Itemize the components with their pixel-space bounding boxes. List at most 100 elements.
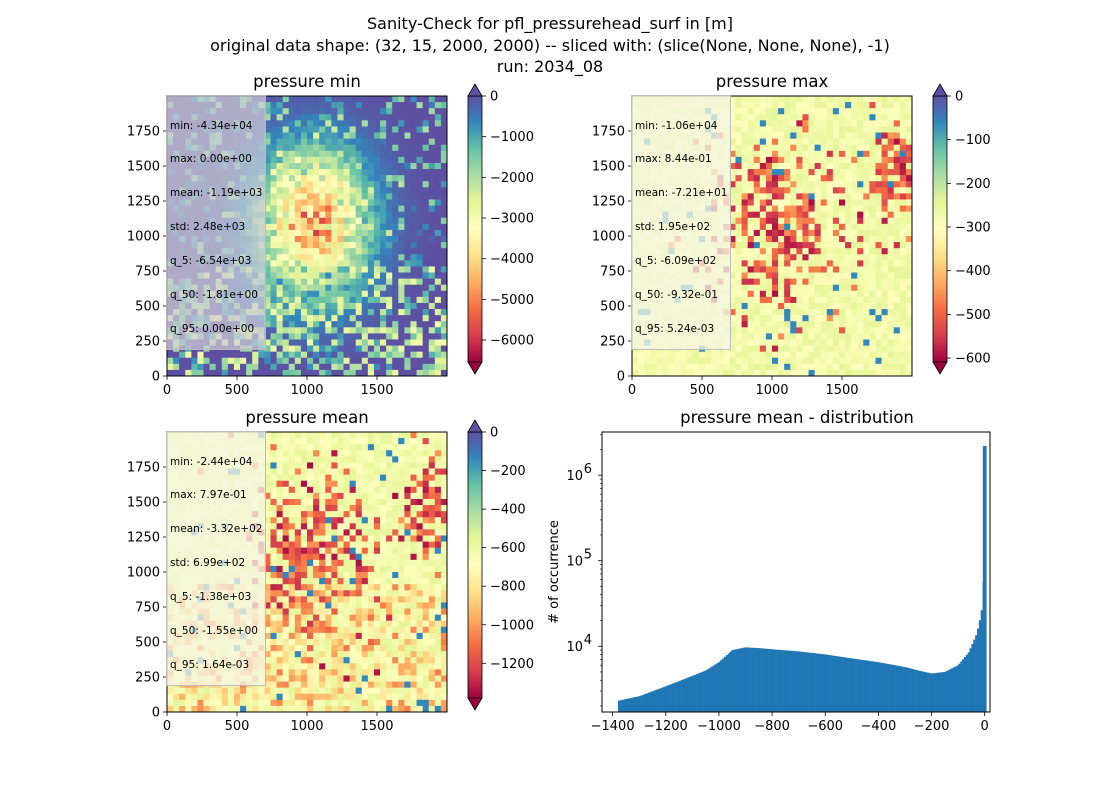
histogram-bar: [647, 692, 650, 712]
histogram-bar: [978, 620, 981, 712]
histogram-bar: [718, 661, 721, 712]
histogram-bar: [679, 680, 682, 712]
x-tick-label: 0: [163, 383, 171, 398]
histogram-bar: [904, 667, 907, 712]
histogram-bar: [885, 663, 888, 712]
colorbar: [932, 95, 948, 363]
x-tick-label: 1500: [360, 719, 393, 734]
histogram-bar: [824, 654, 827, 712]
histogram-bar: [902, 666, 905, 712]
histogram-bar: [751, 647, 755, 712]
x-tick-label: −200: [914, 719, 950, 734]
histogram-bar: [763, 648, 766, 712]
histogram-bar: [876, 662, 879, 712]
histogram-bar: [764, 648, 768, 712]
colorbar-extend-min-arrow: [467, 697, 483, 711]
histogram-bar: [681, 679, 684, 712]
histogram-bar: [759, 648, 762, 712]
histogram-bar: [729, 651, 732, 712]
stat-line: q_50: -9.32e-01: [635, 289, 718, 302]
histogram-bar: [984, 445, 987, 712]
histogram-bar: [807, 652, 810, 712]
colorbar-tick-label: −600: [490, 541, 526, 556]
colorbar-tick-label: −400: [955, 264, 991, 279]
histogram-bar: [863, 660, 866, 712]
histogram-bar: [965, 654, 968, 712]
y-tick-label: 250: [600, 335, 625, 350]
x-tick-label: 0: [981, 719, 989, 734]
histogram-bar: [960, 661, 963, 712]
histogram-bar: [655, 689, 658, 712]
histogram-bar: [705, 670, 708, 712]
histogram-bar: [785, 650, 788, 712]
x-tick-label: 1000: [290, 383, 323, 398]
histogram-bar: [856, 659, 859, 712]
histogram-bar: [733, 649, 736, 712]
colorbar-tick-label: −500: [955, 308, 991, 323]
y-tick-label-base: 10: [566, 640, 583, 655]
histogram-bar: [937, 672, 941, 712]
histogram-bar: [923, 671, 926, 712]
histogram-bar: [696, 673, 699, 712]
histogram-bar: [755, 647, 758, 712]
histogram-bar: [768, 649, 771, 712]
histogram-bar: [811, 652, 814, 712]
histogram-bar: [686, 677, 689, 712]
histogram-bar: [636, 696, 639, 712]
histogram-bar: [742, 647, 745, 712]
x-tick-label: 1500: [825, 383, 858, 398]
histogram-bar: [963, 656, 967, 712]
x-tick-label: 0: [163, 719, 171, 734]
stat-line: q_95: 5.24e-03: [635, 322, 715, 335]
colorbar-extend-min-arrow: [467, 361, 483, 375]
y-tick-label: 0: [617, 370, 625, 385]
histogram-bar: [911, 669, 915, 712]
histogram-bar: [617, 700, 621, 712]
histogram-bar: [632, 697, 635, 712]
histogram-bar: [919, 670, 922, 712]
colorbar-tick-label: −800: [490, 580, 526, 595]
histogram-bar: [735, 649, 738, 712]
stat-line: std: 1.95e+02: [635, 221, 711, 234]
histogram-bar: [880, 662, 883, 712]
histogram-bar: [805, 652, 808, 712]
histogram-bar: [668, 684, 671, 712]
histogram-bar: [643, 694, 647, 712]
histogram-bar: [692, 675, 695, 712]
y-tick-label: 1500: [127, 496, 160, 511]
histogram-bar: [671, 683, 675, 712]
histogram-bar: [887, 664, 890, 712]
histogram-bar: [738, 648, 742, 712]
histogram-bar: [725, 655, 728, 712]
histogram-bar: [969, 648, 972, 712]
histogram-bar: [915, 670, 918, 712]
histogram-bar: [816, 653, 820, 712]
histogram-bar: [638, 696, 641, 712]
histogram-bar: [640, 695, 643, 712]
x-tick-label: −800: [754, 719, 790, 734]
histogram-bar: [709, 667, 712, 712]
histogram-bar: [625, 698, 628, 712]
histogram-bar: [859, 659, 862, 712]
histogram-bar: [872, 661, 875, 712]
stat-line: q_5: -6.54e+03: [170, 255, 252, 268]
stat-line: min: -4.34e+04: [170, 119, 253, 132]
histogram-bar: [820, 654, 823, 712]
colorbar-tick-label: −200: [490, 464, 526, 479]
stat-line: q_95: 1.64e-03: [170, 658, 250, 671]
histogram-bar: [707, 668, 710, 712]
y-tick-label: 500: [135, 636, 160, 651]
colorbar-extend-max-arrow: [467, 419, 483, 433]
x-tick-label: −400: [861, 719, 897, 734]
histogram-bar: [921, 671, 924, 712]
histogram-bar: [837, 656, 840, 712]
histogram-bar: [642, 694, 645, 712]
histogram-bar: [744, 647, 747, 712]
stats-box-pressure-min: min: -4.34e+04 max: 0.00e+00 mean: -1.19…: [166, 95, 267, 350]
histogram-bar: [928, 673, 931, 712]
histogram-bar: [772, 649, 775, 712]
histogram-bar: [684, 678, 688, 712]
histogram-bar: [714, 664, 717, 712]
histogram-bar: [712, 665, 715, 712]
histogram-bar: [939, 672, 942, 712]
